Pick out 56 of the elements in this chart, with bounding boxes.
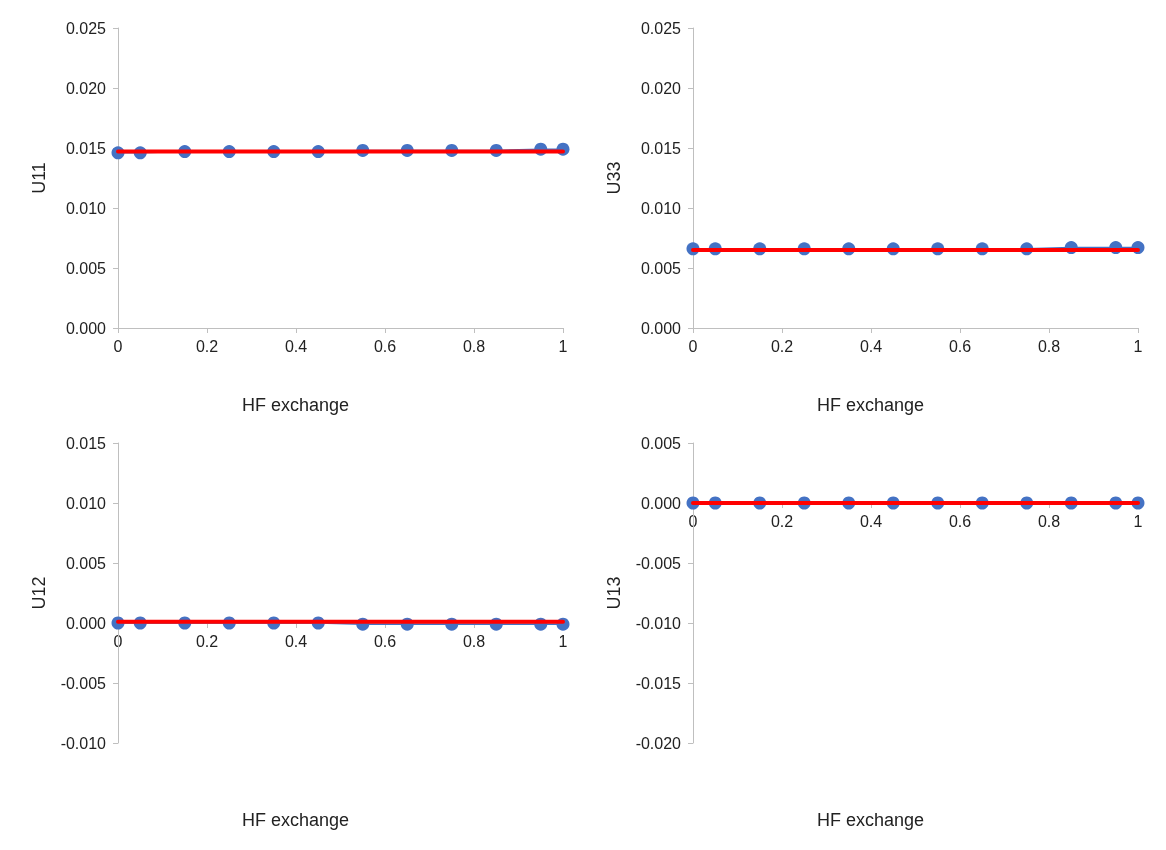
x-tick-label: 0.8: [462, 337, 486, 355]
y-tick-label: 0.005: [65, 259, 107, 277]
y-tick-label: 0.015: [65, 434, 107, 452]
x-tick-label: 0: [688, 337, 698, 355]
y-tick-label: -0.010: [60, 734, 107, 752]
y-tick-label: 0.000: [640, 494, 682, 512]
x-tick-label: 1: [558, 632, 568, 650]
y-tick-label: 0.000: [640, 319, 682, 337]
y-tick-label: -0.005: [60, 674, 107, 692]
y-axis-title: U13: [604, 576, 624, 610]
x-tick-label: 0.2: [770, 337, 794, 355]
y-tick-label: 0.010: [640, 199, 682, 217]
x-tick-label: 0.8: [1037, 337, 1061, 355]
y-tick-label: 0.005: [65, 554, 107, 572]
y-axis-title: U33: [604, 161, 624, 195]
y-tick-label: 0.015: [65, 139, 107, 157]
x-tick-label: 0.8: [1037, 512, 1061, 530]
x-tick-label: 0.6: [948, 512, 972, 530]
x-tick-label: 0.2: [195, 337, 219, 355]
y-tick-label: 0.025: [65, 19, 107, 37]
x-tick-label: 0.2: [770, 512, 794, 530]
y-tick-label: -0.015: [635, 674, 682, 692]
x-tick-label: 0.4: [859, 512, 883, 530]
y-tick-label: 0.025: [640, 19, 682, 37]
x-tick-label: 0.6: [373, 632, 397, 650]
y-tick-label: 0.005: [640, 259, 682, 277]
x-tick-label: 0.2: [195, 632, 219, 650]
y-tick-label: 0.005: [640, 434, 682, 452]
x-tick-label: 0: [688, 512, 698, 530]
x-tick-label: 1: [1133, 337, 1143, 355]
x-axis-title: HF exchange: [241, 810, 350, 830]
x-tick-label: 0: [113, 632, 123, 650]
y-axis-title: U11: [29, 162, 49, 194]
x-axis-title: HF exchange: [816, 810, 925, 830]
x-tick-label: 0.4: [859, 337, 883, 355]
y-tick-label: -0.020: [635, 734, 682, 752]
y-tick-label: 0.020: [640, 79, 682, 97]
y-axis-title: U12: [29, 576, 49, 610]
x-tick-label: 0.6: [373, 337, 397, 355]
y-tick-label: 0.010: [65, 199, 107, 217]
x-tick-label: 0.4: [284, 632, 308, 650]
y-tick-label: 0.000: [65, 614, 107, 632]
x-tick-label: 0.4: [284, 337, 308, 355]
y-tick-label: 0.000: [65, 319, 107, 337]
x-tick-label: 0.8: [462, 632, 486, 650]
x-tick-label: 1: [558, 337, 568, 355]
y-tick-label: 0.020: [65, 79, 107, 97]
y-tick-label: -0.005: [635, 554, 682, 572]
x-tick-label: 1: [1133, 512, 1143, 530]
x-tick-label: 0: [113, 337, 123, 355]
y-tick-label: 0.010: [65, 494, 107, 512]
x-axis-title: HF exchange: [816, 395, 925, 415]
x-tick-label: 0.6: [948, 337, 972, 355]
x-axis-title: HF exchange: [241, 395, 350, 415]
y-tick-label: 0.015: [640, 139, 682, 157]
y-tick-label: -0.010: [635, 614, 682, 632]
